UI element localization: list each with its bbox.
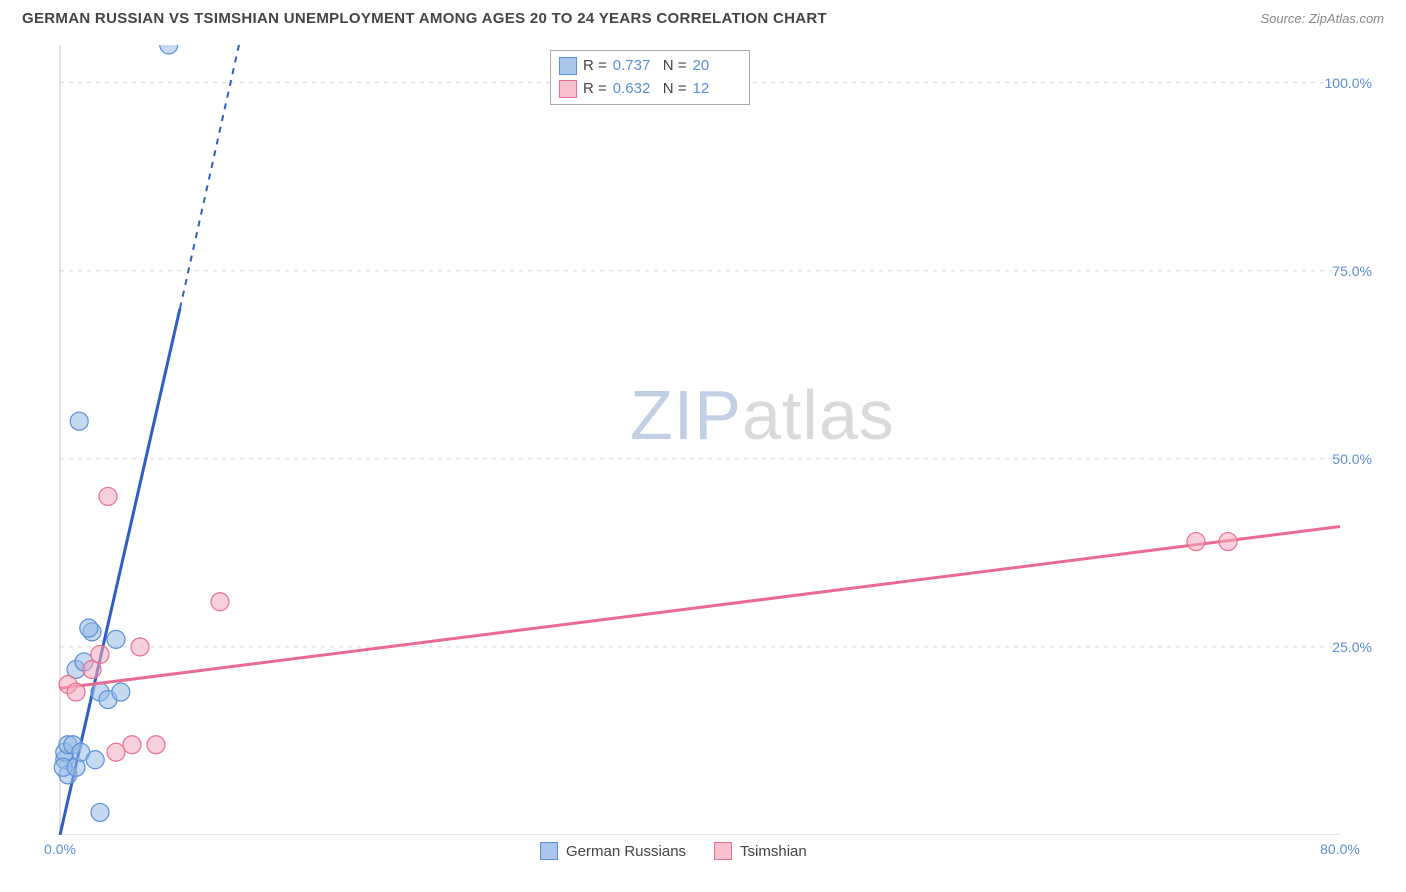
scatter-plot [50, 45, 1380, 835]
chart-area: ZIPatlas R = 0.737 N = 20 R = 0.632 N = … [50, 45, 1380, 835]
source-attribution: Source: ZipAtlas.com [1260, 11, 1384, 26]
x-tick-label: 80.0% [1320, 841, 1360, 857]
r-label: R = [583, 55, 607, 78]
legend-item-tsimshian: Tsimshian [714, 842, 807, 860]
y-tick-label: 25.0% [1332, 639, 1372, 655]
n-value: 20 [693, 55, 737, 78]
r-value: 0.737 [613, 55, 657, 78]
legend-item-german-russians: German Russians [540, 842, 686, 860]
chart-header: GERMAN RUSSIAN VS TSIMSHIAN UNEMPLOYMENT… [0, 0, 1406, 33]
n-value: 12 [693, 78, 737, 101]
n-label: N = [663, 78, 687, 101]
x-tick-label: 0.0% [44, 841, 76, 857]
legend-row-german-russians: R = 0.737 N = 20 [559, 55, 737, 78]
legend-label: Tsimshian [740, 843, 807, 860]
y-tick-label: 50.0% [1332, 451, 1372, 467]
chart-title: GERMAN RUSSIAN VS TSIMSHIAN UNEMPLOYMENT… [22, 10, 827, 27]
swatch-icon [559, 57, 577, 75]
legend-label: German Russians [566, 843, 686, 860]
n-label: N = [663, 55, 687, 78]
r-value: 0.632 [613, 78, 657, 101]
y-tick-label: 75.0% [1332, 263, 1372, 279]
y-tick-label: 100.0% [1325, 75, 1372, 91]
swatch-icon [559, 80, 577, 98]
r-label: R = [583, 78, 607, 101]
legend-row-tsimshian: R = 0.632 N = 12 [559, 78, 737, 101]
series-legend: German Russians Tsimshian [540, 842, 807, 860]
correlation-legend: R = 0.737 N = 20 R = 0.632 N = 12 [550, 50, 750, 105]
swatch-icon [540, 842, 558, 860]
swatch-icon [714, 842, 732, 860]
